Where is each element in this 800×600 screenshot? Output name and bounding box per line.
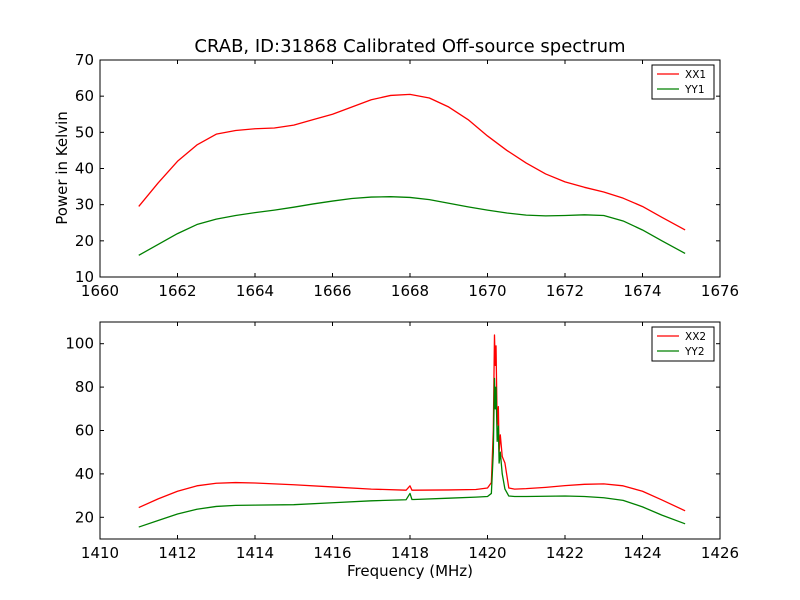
x-tick-label: 1418 xyxy=(391,544,429,562)
x-tick-label: 1414 xyxy=(236,544,274,562)
top-plot-area: 1660 1662 1664 1666 1668 1670 1672 1674 1676 10 20… xyxy=(75,51,739,300)
x-tick-label: 1662 xyxy=(158,282,196,300)
x-tick-label: 1424 xyxy=(623,544,661,562)
x-tick-label: 1672 xyxy=(546,282,584,300)
x-tick-label: 1668 xyxy=(391,282,429,300)
series-line-yy2 xyxy=(138,377,686,528)
y-axis-label: Power in Kelvin xyxy=(53,111,71,225)
x-tick-label: 1416 xyxy=(313,544,351,562)
y-tick-label: 30 xyxy=(75,196,94,214)
y-tick-label: 100 xyxy=(65,335,94,353)
bottom-plot-area: 1410 1412 1414 1416 1418 1420 1422 1424 1426 20 40… xyxy=(65,321,739,562)
series-line-xx2 xyxy=(138,334,686,512)
x-tick-label: 1674 xyxy=(623,282,661,300)
x-tick-label: 1412 xyxy=(158,544,196,562)
legend-box xyxy=(651,64,715,100)
chart-title: CRAB, ID:31868 Calibrated Off-source spe… xyxy=(194,36,625,57)
x-tick-label: 1410 xyxy=(81,544,119,562)
series-line-yy1 xyxy=(138,196,686,256)
x-tick-label: 1676 xyxy=(701,282,739,300)
x-tick-label: 1666 xyxy=(313,282,351,300)
y-tick-label: 50 xyxy=(75,123,94,141)
series-line-xx1 xyxy=(138,93,686,231)
x-tick-label: 1660 xyxy=(81,282,119,300)
y-tick-label: 70 xyxy=(75,51,94,69)
legend-label-xx1: XX1 xyxy=(685,69,706,81)
y-tick-label: 80 xyxy=(75,378,94,396)
y-tick-label: 10 xyxy=(75,268,94,286)
x-tick-label: 1670 xyxy=(468,282,506,300)
y-tick-label: 20 xyxy=(75,232,94,250)
legend-label-xx2: XX2 xyxy=(685,331,706,343)
legend-label-yy2: YY2 xyxy=(684,346,705,358)
x-tick-label: 1422 xyxy=(546,544,584,562)
legend-box xyxy=(651,326,715,362)
x-tick-label: 1664 xyxy=(236,282,274,300)
y-tick-label: 40 xyxy=(75,160,94,178)
x-axis-label: Frequency (MHz) xyxy=(347,562,473,580)
y-tick-label: 40 xyxy=(75,465,94,483)
y-tick-label: 20 xyxy=(75,508,94,526)
x-tick-label: 1426 xyxy=(701,544,739,562)
y-tick-label: 60 xyxy=(75,87,94,105)
x-tick-label: 1420 xyxy=(468,544,506,562)
y-tick-label: 60 xyxy=(75,422,94,440)
legend-label-yy1: YY1 xyxy=(684,84,705,96)
